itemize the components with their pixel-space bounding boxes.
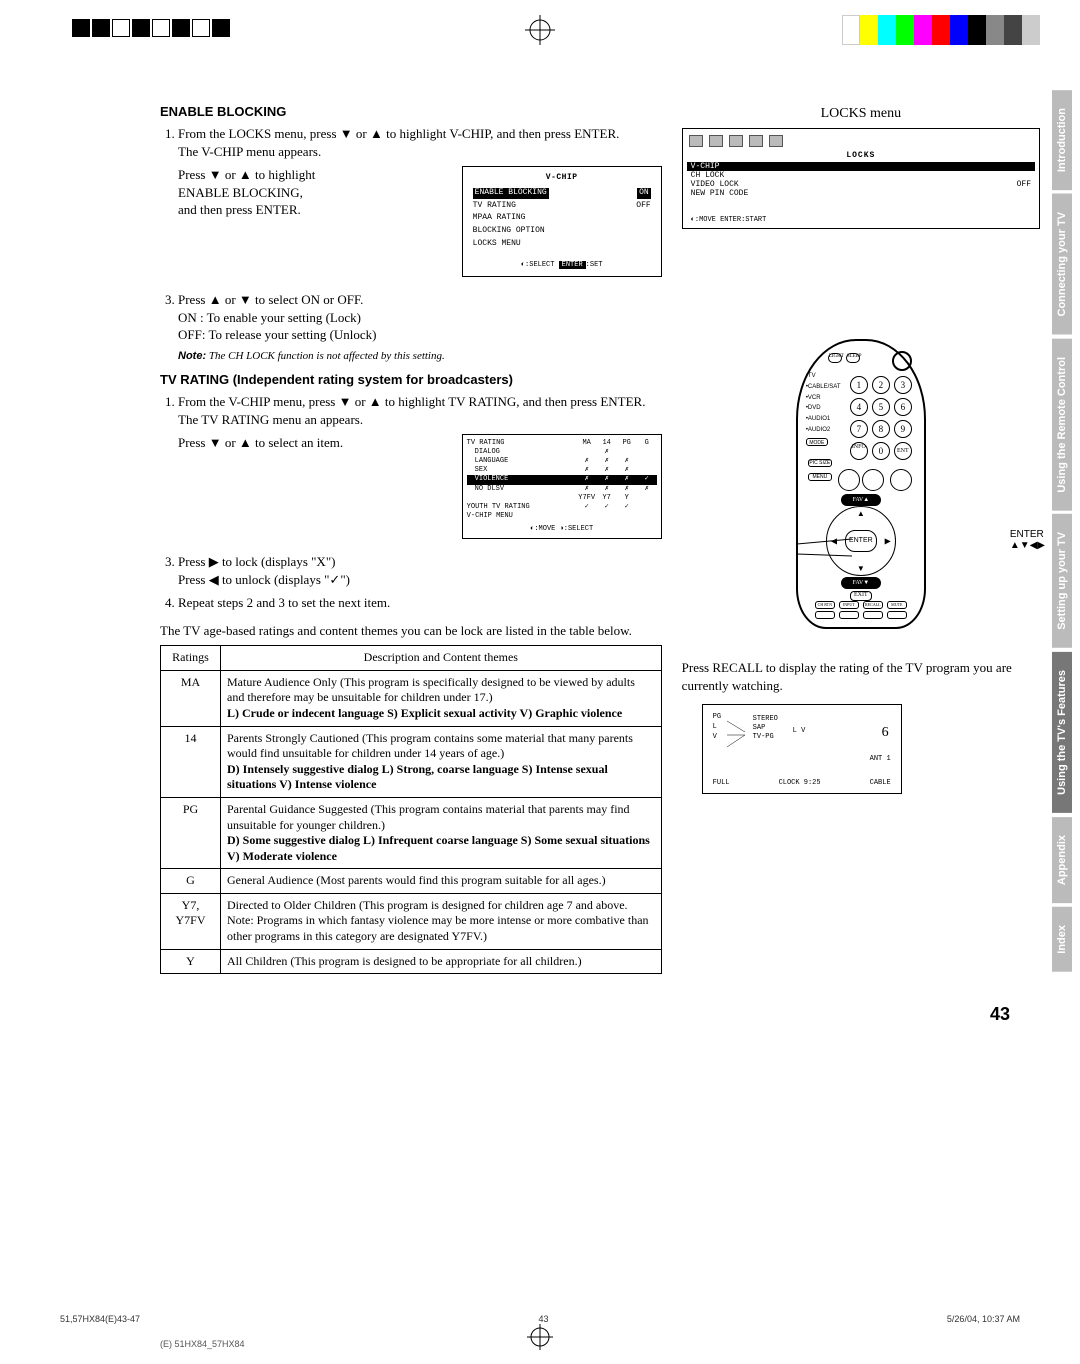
recall-osd: PGLV STEREOSAPTV-PG L V 6 ANT 1 FULLCLOC…: [702, 704, 902, 794]
theater-button-icon: [890, 469, 912, 491]
locks-osd: LOCKS V-CHIP CH LOCK VIDEO LOCKOFF NEW P…: [682, 128, 1040, 229]
favorite-button-icon: [862, 469, 884, 491]
remote-keypad: 123 456 789 INFO0ENT: [850, 376, 912, 460]
remote-illustration: LIGHTSLEEP •TV•CABLE/SAT•VCR•DVD•AUDIO1•…: [796, 339, 926, 629]
s2-step-2: TV RATINGMA14PGG DIALOG✗ LANGUAGE✗✗✗ SEX…: [178, 434, 662, 547]
callout-line-icon: [797, 534, 857, 564]
page-number: 43: [160, 1004, 1040, 1025]
locks-menu-label: LOCKS menu: [682, 106, 1040, 122]
remote-bottom-buttons: CH RTNINPUTRECALLMUTE: [810, 599, 912, 619]
recall-text: Press RECALL to display the rating of th…: [682, 659, 1040, 694]
heading-tv-rating: TV RATING (Independent rating system for…: [160, 372, 662, 387]
s2-step-4: Repeat steps 2 and 3 to set the next ite…: [178, 594, 662, 612]
s2-step-3: Press ▶ to lock (displays "X")Press ◀ to…: [178, 553, 662, 588]
model-line: (E) 51HX84_57HX84: [160, 1339, 245, 1349]
right-column: LOCKS menu LOCKS V-CHIP CH LOCK VIDEO LO…: [682, 100, 1040, 974]
table-intro: The TV age-based ratings and content the…: [160, 622, 662, 640]
power-icon: [892, 351, 912, 371]
vchip-osd: V-CHIP ENABLE BLOCKINGON TV RATINGOFF MP…: [462, 166, 662, 277]
note: Note: The CH LOCK function is not affect…: [178, 350, 662, 362]
bottom-register-icon: [527, 1324, 553, 1354]
remote-mode-labels: •TV•CABLE/SAT•VCR•DVD•AUDIO1•AUDIO2 MODE: [806, 371, 841, 446]
footer-metadata: 51,57HX84(E)43-47435/26/04, 10:37 AM: [60, 1314, 1020, 1324]
heading-enable-blocking: ENABLE BLOCKING: [160, 104, 662, 119]
tvrating-osd: TV RATINGMA14PGG DIALOG✗ LANGUAGE✗✗✗ SEX…: [462, 434, 662, 539]
left-column: ENABLE BLOCKING From the LOCKS menu, pre…: [160, 100, 662, 974]
step-1: From the LOCKS menu, press ▼ or ▲ to hig…: [178, 125, 662, 160]
fav-down-button: FAV▼: [841, 577, 881, 589]
info-button-icon: [838, 469, 860, 491]
step-2: V-CHIP ENABLE BLOCKINGON TV RATINGOFF MP…: [178, 166, 662, 285]
ratings-table: RatingsDescription and Content themes MA…: [160, 645, 662, 974]
step-3: Press ▲ or ▼ to select ON or OFF.ON : To…: [178, 291, 662, 344]
s2-step-1: From the V-CHIP menu, press ▼ or ▲ to hi…: [178, 393, 662, 428]
callout-enter: ENTER ▲▼◀▶: [1010, 529, 1045, 551]
fav-up-button: FAV▲: [841, 494, 881, 506]
